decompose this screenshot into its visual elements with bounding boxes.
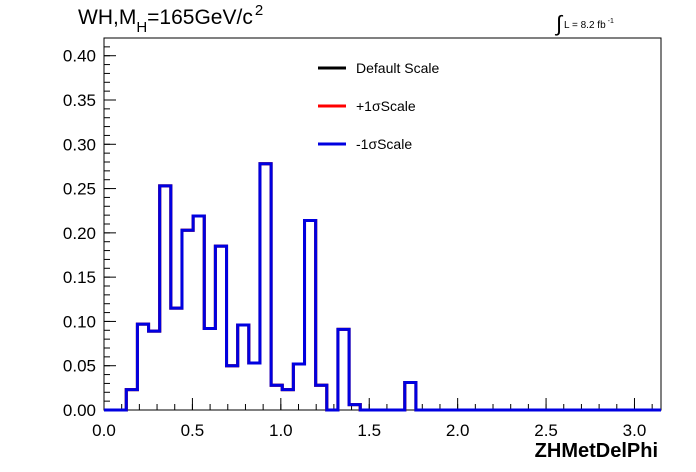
legend-label: Default Scale	[356, 60, 439, 76]
integral-symbol: ∫	[556, 11, 563, 36]
y-tick-label: 0.40	[63, 47, 96, 66]
luminosity-text: L = 8.2 fb	[564, 20, 606, 31]
x-tick-label: 0.5	[181, 421, 205, 440]
luminosity-superscript: -1	[607, 18, 614, 25]
legend-label: +1σScale	[356, 98, 416, 114]
title-subscript: H	[136, 19, 148, 36]
x-tick-label: 3.0	[623, 421, 647, 440]
x-tick-label: 2.0	[446, 421, 470, 440]
x-tick-label: 1.5	[357, 421, 381, 440]
histogram-series-line	[104, 162, 661, 412]
x-tick-label: 0.0	[92, 421, 116, 440]
y-tick-label: 0.35	[63, 91, 96, 110]
y-tick-label: 0.20	[63, 224, 96, 243]
y-tick-label: 0.25	[63, 180, 96, 199]
legend: Default Scale +1σScale -1σScale	[318, 60, 439, 152]
y-tick-label: 0.10	[63, 312, 96, 331]
y-tick-label: 0.30	[63, 135, 96, 154]
x-tick-label: 2.5	[534, 421, 558, 440]
title-prefix: WH,M	[78, 6, 137, 29]
histogram-series-line	[104, 162, 661, 412]
x-axis-label: ZHMetDelPhi	[534, 440, 658, 462]
plot-frame	[103, 37, 662, 411]
legend-label: -1σScale	[356, 136, 412, 152]
y-axis: 0.00 0.05 0.10 0.15 0.20 0.25 0.30 0.35 0.40	[63, 37, 116, 420]
y-tick-label: 0.15	[63, 268, 96, 287]
luminosity-label: ∫ L = 8.2 fb -1	[556, 8, 614, 36]
title-superscript: 2	[254, 2, 264, 19]
y-tick-label: 0.00	[63, 401, 96, 420]
chart-title: WH,MH=165GeV/c 2	[78, 2, 263, 36]
x-axis: 0.0 0.5 1.0 1.5 2.0 2.5 3.0	[92, 398, 653, 440]
title-suffix: =165GeV/c	[147, 6, 253, 29]
y-tick-label: 0.05	[63, 357, 96, 376]
series-layer	[104, 162, 661, 412]
x-tick-label: 1.0	[269, 421, 293, 440]
histogram-series-line	[104, 162, 661, 412]
